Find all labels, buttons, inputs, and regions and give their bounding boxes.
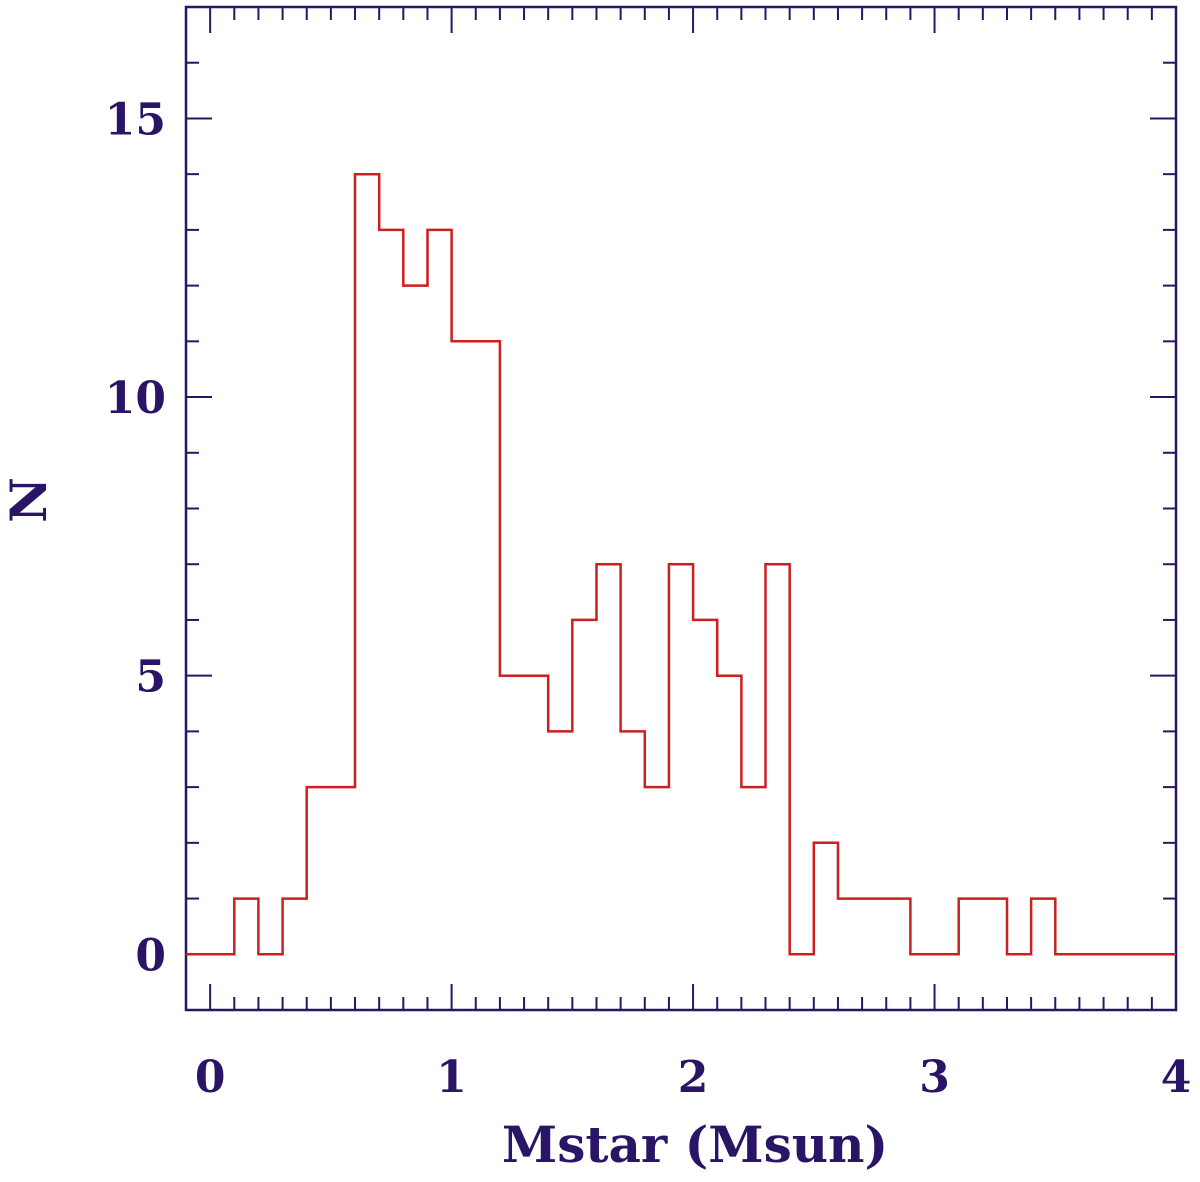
y-tick-label: 10 [105,373,166,424]
x-tick-label: 4 [1161,1052,1192,1103]
histogram-outline [186,172,1176,956]
y-tick-label: 15 [105,94,166,145]
x-tick-label: 3 [919,1052,950,1103]
y-tick-labels: 0 5 10 15 [105,94,166,981]
y-axis-title: N [0,477,58,523]
y-tick-label: 0 [135,930,166,981]
axis-ticks [185,6,1177,1011]
x-axis-title: Mstar (Msun) [502,1115,888,1174]
plot-frame [184,5,1178,1012]
y-tick-label: 5 [135,652,166,703]
x-tick-labels: 0 1 2 3 4 [195,1052,1191,1103]
x-tick-label: 0 [195,1052,226,1103]
x-tick-label: 2 [678,1052,709,1103]
x-tick-label: 1 [436,1052,467,1103]
